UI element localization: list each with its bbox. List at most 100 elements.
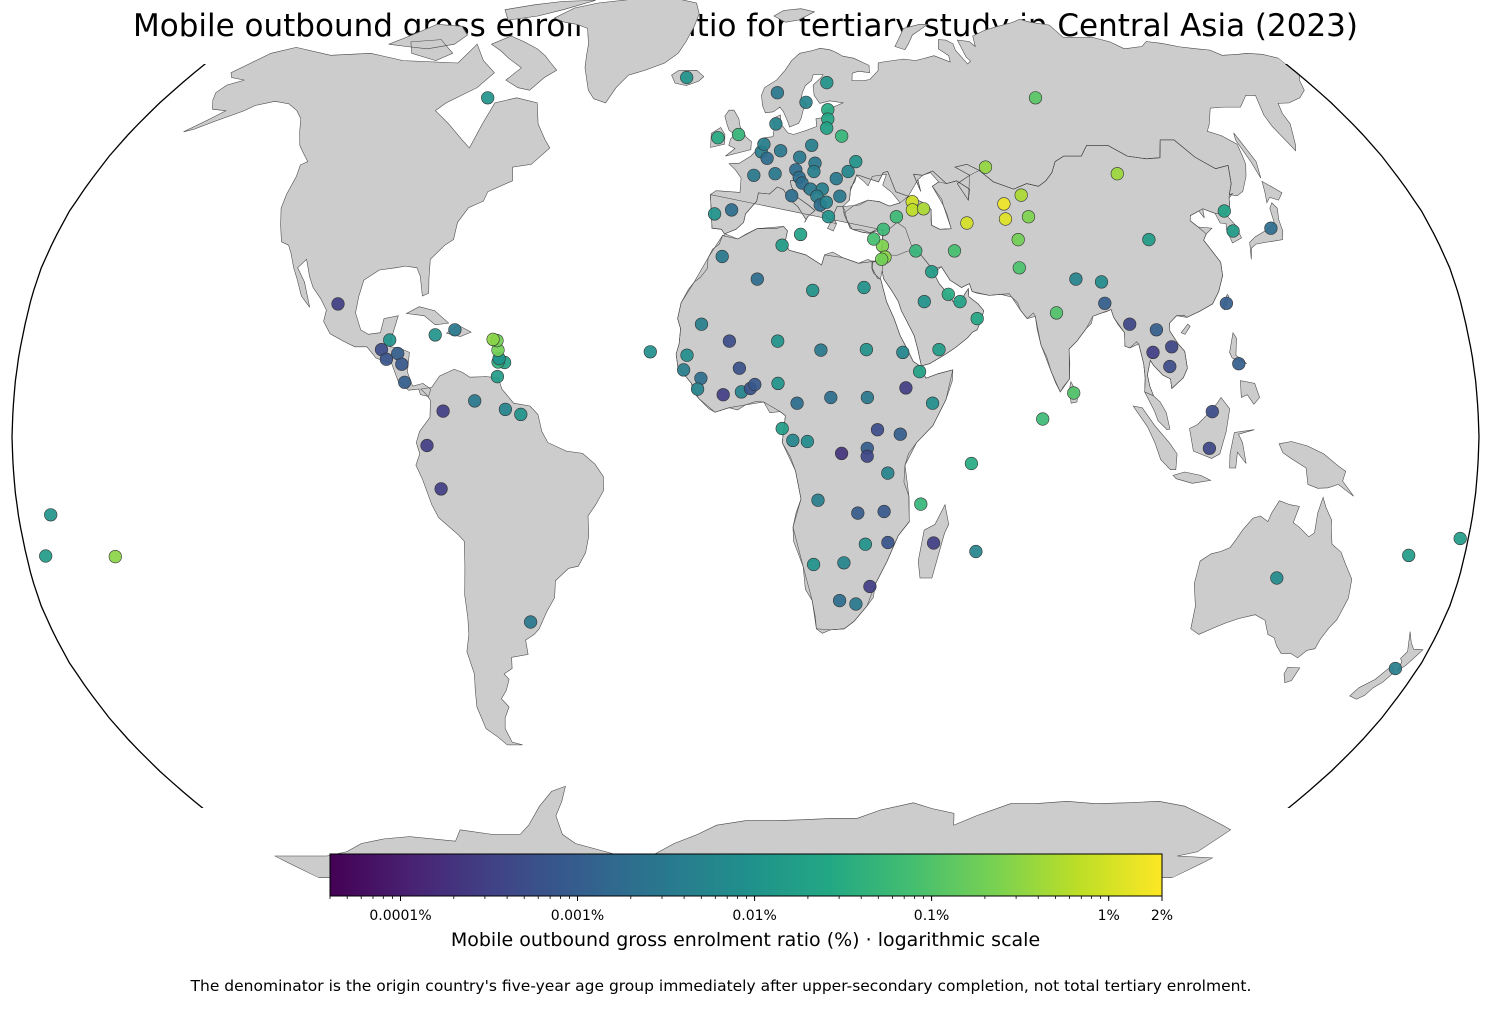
data-point <box>676 363 691 377</box>
data-point <box>814 343 828 357</box>
data-point <box>858 537 873 551</box>
data-point <box>925 396 940 410</box>
data-point <box>680 348 694 362</box>
data-point <box>486 332 500 347</box>
data-point <box>964 456 979 471</box>
data-point <box>821 210 836 224</box>
data-point <box>395 357 409 371</box>
data-point <box>793 227 808 241</box>
data-point <box>925 265 939 279</box>
data-point <box>775 238 789 252</box>
data-point <box>863 579 877 594</box>
data-point <box>811 493 825 507</box>
data-point <box>786 433 800 448</box>
data-point <box>748 377 762 392</box>
coastline <box>710 127 726 148</box>
data-point <box>643 345 657 359</box>
coastline <box>917 503 949 579</box>
data-point <box>969 544 983 559</box>
data-point <box>1123 317 1137 331</box>
colorbar-gradient <box>329 853 1163 897</box>
coastline <box>1278 441 1354 497</box>
points-layer <box>39 70 1467 676</box>
data-point <box>914 497 928 511</box>
coastline <box>842 139 1232 397</box>
data-point <box>857 280 871 295</box>
data-point <box>398 375 412 389</box>
data-point <box>881 466 895 480</box>
data-point <box>978 160 993 174</box>
data-point <box>1110 167 1124 181</box>
data-point <box>926 536 941 550</box>
data-point <box>912 365 927 379</box>
data-point <box>731 127 746 142</box>
coastline <box>675 226 954 631</box>
data-point <box>694 317 709 331</box>
colorbar-tick-label: 1% <box>1098 908 1120 924</box>
data-point <box>724 203 739 217</box>
data-point <box>785 189 799 203</box>
data-point <box>1264 221 1278 235</box>
coastline <box>1249 202 1284 260</box>
footnote: The denominator is the origin country's … <box>190 977 1252 995</box>
data-point <box>690 382 705 396</box>
coastline <box>1396 631 1424 672</box>
data-point <box>970 312 984 326</box>
data-point <box>1226 224 1240 238</box>
data-point <box>383 333 397 347</box>
data-point <box>722 334 737 348</box>
data-point <box>860 449 874 463</box>
data-point <box>876 222 891 236</box>
coastline <box>671 70 705 86</box>
data-point <box>870 423 885 437</box>
data-point <box>523 615 538 629</box>
colorbar: 0.0001% 0.001% 0.01% 0.1% 1% 2% <box>329 853 1173 924</box>
land-polygon <box>773 8 816 23</box>
data-point <box>953 295 967 309</box>
data-point <box>436 404 450 418</box>
coastline <box>1283 667 1301 684</box>
data-point <box>1094 275 1109 289</box>
data-point <box>1011 233 1025 247</box>
data-point <box>998 212 1013 226</box>
data-point <box>867 232 881 246</box>
data-point <box>893 427 907 441</box>
colorbar-tick-label: 0.1% <box>914 908 950 924</box>
data-point <box>747 168 761 182</box>
data-point <box>771 334 785 348</box>
colorbar-tick-label: 0.001% <box>551 908 604 924</box>
data-point <box>750 272 764 286</box>
coastline <box>1132 405 1178 470</box>
data-point <box>1165 340 1179 354</box>
data-point <box>707 207 722 221</box>
data-point <box>1270 571 1284 585</box>
data-point <box>768 167 782 181</box>
data-point <box>960 216 974 230</box>
data-point <box>1205 405 1219 419</box>
data-point <box>834 446 849 461</box>
data-point <box>1021 210 1036 224</box>
coastline <box>1261 180 1283 204</box>
coastline <box>773 8 816 23</box>
colorbar-ticks: 0.0001% 0.001% 0.01% 0.1% 1% 2% <box>329 896 1173 924</box>
coastline <box>881 250 985 367</box>
data-point <box>1388 661 1402 676</box>
colorbar-tick-label: 0.0001% <box>369 908 431 924</box>
coastline <box>504 0 596 21</box>
globe-border <box>11 64 1480 808</box>
coastline <box>1240 380 1260 405</box>
data-point <box>837 556 851 570</box>
coastline <box>388 24 468 50</box>
data-point <box>800 434 815 449</box>
data-point <box>1217 204 1231 218</box>
data-point <box>1219 296 1233 310</box>
coastline <box>405 306 450 326</box>
data-point <box>715 249 729 264</box>
data-point <box>829 172 843 186</box>
data-point <box>1146 345 1160 360</box>
data-point <box>1036 412 1050 426</box>
data-point <box>905 203 920 217</box>
data-point <box>1149 323 1163 337</box>
data-point <box>760 151 774 165</box>
data-point <box>420 438 434 453</box>
